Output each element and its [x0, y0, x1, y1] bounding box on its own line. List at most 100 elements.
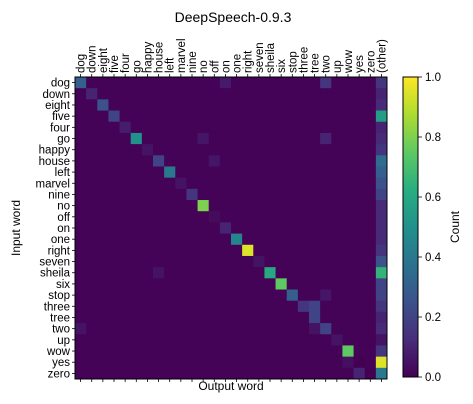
heatmap-cell: [242, 166, 254, 179]
heatmap-cell: [231, 200, 243, 212]
heatmap-cell: [208, 77, 221, 89]
heatmap-cell: [119, 311, 132, 324]
heatmap-cell: [275, 211, 288, 223]
heatmap-cell: [275, 311, 288, 324]
heatmap-cell: [153, 77, 165, 89]
heatmap-cell: [364, 255, 377, 268]
heatmap-cell: [253, 356, 265, 369]
heatmap-cell: [119, 222, 132, 234]
heatmap-cell: [242, 132, 254, 145]
heatmap-cell: [153, 356, 165, 369]
heatmap-cell: [309, 345, 321, 358]
heatmap-cell: [175, 177, 187, 190]
heatmap-cell: [108, 132, 120, 145]
heatmap-cell: [130, 345, 143, 358]
heatmap-cell: [375, 278, 388, 290]
heatmap-cell: [286, 233, 299, 246]
heatmap-cell: [153, 222, 165, 234]
heatmap-cell: [75, 244, 87, 257]
heatmap-cell: [242, 267, 254, 279]
heatmap-cell: [297, 211, 310, 223]
heatmap-cell: [86, 289, 98, 302]
heatmap-cell: [309, 132, 321, 145]
heatmap-cell: [219, 323, 232, 335]
heatmap-cell: [175, 166, 187, 179]
heatmap-cell: [231, 300, 243, 313]
heatmap-cell: [164, 88, 176, 100]
heatmap-cell: [375, 255, 388, 268]
heatmap-cell: [164, 367, 176, 380]
heatmap-cell: [275, 110, 288, 123]
heatmap-cell: [342, 155, 354, 167]
heatmap-cell: [375, 311, 388, 324]
heatmap-cell: [242, 300, 254, 313]
heatmap-cell: [175, 311, 187, 324]
heatmap-cell: [375, 144, 388, 156]
heatmap-cell: [175, 200, 187, 212]
heatmap-cell: [253, 334, 265, 346]
heatmap-cell: [353, 222, 366, 234]
heatmap-cell: [153, 155, 165, 167]
heatmap-cell: [320, 121, 332, 134]
heatmap-cell: [331, 255, 343, 268]
y-tick-label: left: [55, 167, 71, 179]
heatmap-cell: [130, 255, 143, 268]
heatmap-cell: [231, 222, 243, 234]
x-tick-label: stop: [287, 51, 299, 73]
heatmap-cell: [231, 356, 243, 369]
heatmap-cell: [297, 222, 310, 234]
heatmap-cell: [242, 311, 254, 324]
heatmap-cell: [297, 132, 310, 145]
heatmap-cell: [75, 155, 87, 167]
heatmap-cell: [141, 244, 154, 257]
y-axis-label: Input word: [9, 200, 23, 256]
heatmap-cell: [242, 99, 254, 111]
y-tick-label: five: [52, 111, 70, 123]
heatmap-cell: [242, 110, 254, 123]
heatmap-cell: [186, 334, 198, 346]
heatmap-cell: [309, 188, 321, 201]
heatmap-cell: [208, 211, 221, 223]
heatmap-cell: [86, 323, 98, 335]
heatmap-cell: [86, 334, 98, 346]
heatmap-cell: [108, 222, 120, 234]
heatmap-cell: [164, 177, 176, 190]
heatmap-cell: [342, 77, 354, 89]
heatmap-cell: [253, 345, 265, 358]
heatmap-cell: [75, 99, 87, 111]
heatmap-cell: [197, 144, 210, 156]
heatmap-cell: [275, 323, 288, 335]
heatmap-cell: [297, 255, 310, 268]
heatmap-cell: [219, 177, 232, 190]
heatmap-cell: [364, 244, 377, 257]
heatmap-cell: [242, 244, 254, 257]
heatmap-cell: [242, 188, 254, 201]
colorbar-tick-label: 0.2: [425, 312, 441, 324]
heatmap-cell: [275, 267, 288, 279]
x-tick-label: right: [243, 50, 255, 73]
heatmap-cell: [375, 345, 388, 358]
heatmap-cell: [119, 289, 132, 302]
heatmap-cell: [186, 222, 198, 234]
heatmap-cell: [208, 267, 221, 279]
heatmap-cell: [342, 323, 354, 335]
heatmap-cell: [175, 211, 187, 223]
x-tick-label: seven: [254, 42, 266, 73]
heatmap-cell: [141, 300, 154, 313]
heatmap-cell: [141, 356, 154, 369]
y-tick-label: marvel: [35, 178, 70, 190]
heatmap-cell: [297, 233, 310, 246]
heatmap-cell: [320, 177, 332, 190]
x-tick-label: four: [120, 53, 132, 73]
heatmap-cell: [342, 166, 354, 179]
heatmap-cell: [264, 144, 276, 156]
heatmap-cell: [353, 255, 366, 268]
heatmap-cell: [264, 289, 276, 302]
heatmap-cell: [342, 300, 354, 313]
heatmap-cell: [75, 177, 87, 190]
heatmap-cell: [219, 155, 232, 167]
heatmap-cell: [175, 255, 187, 268]
heatmap-cell: [186, 77, 198, 89]
heatmap-cell: [197, 289, 210, 302]
heatmap-cell: [186, 110, 198, 123]
